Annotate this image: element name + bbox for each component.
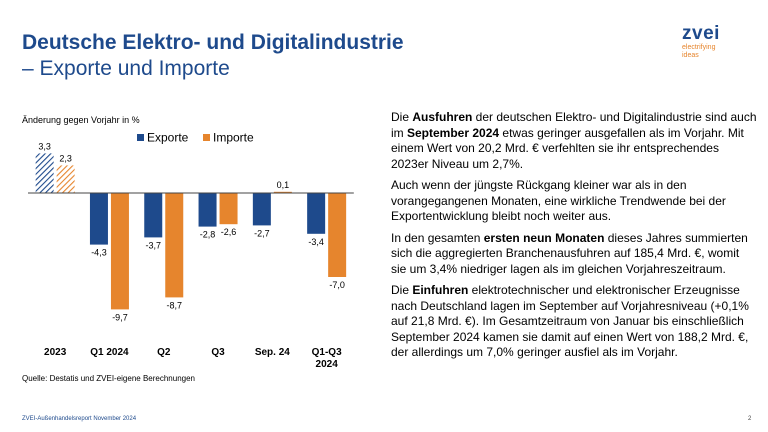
data-label: -9,7 [112,312,128,322]
commentary-paragraph: Die Einfuhren elektrotechnischer und ele… [391,283,757,361]
bar-importe-2 [165,193,184,298]
text-run: Die [391,110,413,124]
logo-word: zvei [682,23,720,44]
category-label: 2024 [316,359,339,370]
logo-tagline-1: electrifying [682,44,716,51]
commentary-paragraph: Die Ausfuhren der deutschen Elektro- und… [391,110,757,172]
text-run: etwas geringer ausgefallen als im Vorjah… [391,125,744,171]
category-label: 2023 [44,347,67,358]
data-label: -2,8 [200,230,216,240]
bar-importe-5 [328,193,347,277]
footer-text: ZVEI-Außenhandelsreport November 2024 [22,416,137,422]
data-label: -3,7 [145,240,161,250]
legend-swatch-exporte [137,134,144,141]
bar-exporte-1 [89,193,108,245]
legend-label-importe: Importe [213,131,254,145]
legend-swatch-importe [203,134,210,141]
zvei-logo: zvei electrifying ideas [682,24,752,60]
slide-title: Deutsche Elektro- und Digitalindustrie –… [22,30,404,82]
bold-phrase: Ausfuhren [412,110,473,124]
data-label: -8,7 [166,300,182,310]
bold-phrase: ersten neun Monaten [483,230,605,245]
data-label: -4,3 [91,248,107,258]
data-label: 2,3 [59,153,72,163]
text-run: elektrotechnischer und elektronischer Er… [391,283,749,359]
bar-exporte-5 [307,193,326,234]
text-run: In den gesamten [391,230,484,245]
data-label: -3,4 [308,237,324,247]
text-run: der deutschen Elektro- und Digitalindust… [391,110,757,140]
bar-importe-0 [56,165,75,193]
bar-exporte-4 [252,193,271,226]
category-label: Q1-Q3 [312,347,342,358]
title-line-1: Deutsche Elektro- und Digitalindustrie [22,31,404,54]
commentary-paragraph: Auch wenn der jüngste Rückgang kleiner w… [391,178,757,225]
text-run: Die [391,283,413,297]
commentary-text: Die Ausfuhren der deutschen Elektro- und… [391,110,757,367]
bar-importe-3 [219,193,238,225]
category-label: Q2 [157,347,171,358]
legend-label-exporte: Exporte [147,131,189,145]
bar-exporte-3 [198,193,217,227]
bar-importe-1 [110,193,129,310]
chart-source: Quelle: Destatis und ZVEI-eigene Berechn… [22,374,195,383]
category-label: Q3 [211,347,225,358]
title-line-2: – Exporte und Importe [22,57,230,80]
bar-exporte-0 [35,153,54,193]
page-number: 2 [748,416,752,422]
data-label: 3,3 [38,141,51,151]
bar-exporte-2 [144,193,163,238]
text-run: dieses Jahres summierten sich die aggreg… [391,230,748,276]
category-label: Sep. 24 [255,347,290,358]
category-label: Q1 2024 [90,347,129,358]
commentary-paragraph: In den gesamten ersten neun Monaten dies… [391,231,757,278]
data-label: -7,0 [329,280,345,290]
chart-ylabel: Änderung gegen Vorjahr in % [22,115,140,125]
bold-phrase: Einfuhren [412,283,469,297]
text-run: Auch wenn der jüngste Rückgang kleiner w… [391,178,726,223]
bold-phrase: September 2024 [407,125,500,140]
data-label: -2,7 [254,228,270,238]
data-label: 0,1 [277,180,290,190]
data-label: -2,6 [221,227,237,237]
bar-importe-4 [273,191,292,193]
logo-tagline-2: ideas [682,52,699,59]
